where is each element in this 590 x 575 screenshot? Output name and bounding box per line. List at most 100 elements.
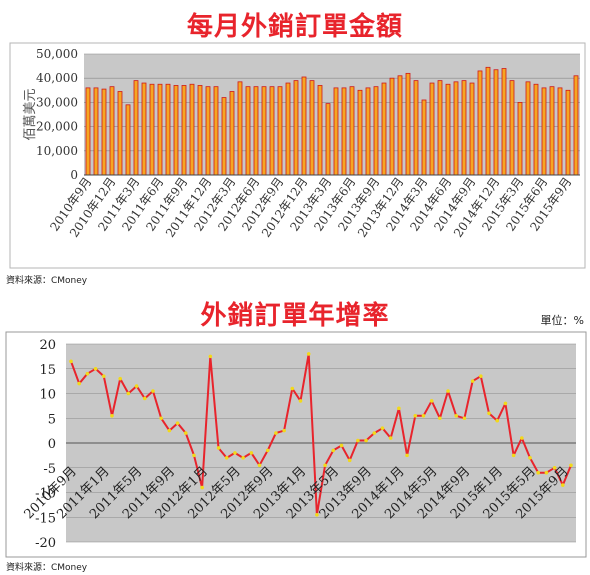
yoy-point-marker xyxy=(306,352,311,356)
top-chart-title: 每月外銷訂單金額 xyxy=(186,12,403,42)
bar xyxy=(533,83,539,176)
yoy-point-marker xyxy=(69,359,73,364)
yoy-point-marker xyxy=(495,418,500,423)
bar xyxy=(245,86,251,176)
bar xyxy=(397,75,403,176)
yoy-point-marker xyxy=(356,438,360,443)
bar xyxy=(341,87,347,176)
yoy-point-marker xyxy=(380,426,385,430)
bar xyxy=(293,80,299,176)
line-y-tick-label: 10 xyxy=(39,388,56,403)
bar xyxy=(317,85,323,176)
bar xyxy=(133,80,139,176)
yoy-point-marker xyxy=(216,446,221,450)
line-y-tick-label: -5 xyxy=(43,462,56,477)
yoy-point-marker xyxy=(487,411,491,416)
bar xyxy=(525,81,531,176)
yoy-point-marker xyxy=(331,448,336,453)
bar xyxy=(117,91,123,176)
yoy-point-marker xyxy=(151,389,155,393)
yoy-point-marker xyxy=(438,416,442,421)
yoy-point-marker xyxy=(569,463,573,468)
bar xyxy=(389,77,395,176)
yoy-point-marker xyxy=(405,453,409,458)
yoy-point-marker xyxy=(470,379,475,383)
bar xyxy=(541,87,547,176)
bar xyxy=(325,103,331,176)
bar xyxy=(517,102,523,176)
yoy-point-marker xyxy=(323,463,327,468)
bottom-chart-source: 資料來源：CMoney xyxy=(6,563,88,573)
yoy-point-marker xyxy=(446,389,450,393)
bar xyxy=(141,82,147,176)
yoy-point-marker xyxy=(282,428,286,433)
top-chart-source: 資料來源：CMoney xyxy=(6,276,88,286)
yoy-point-marker xyxy=(421,413,426,418)
line-y-tick-label: -10 xyxy=(35,487,56,502)
bar xyxy=(413,80,419,176)
bar xyxy=(405,72,411,176)
yoy-point-marker xyxy=(101,374,106,378)
yoy-point-marker xyxy=(503,401,508,406)
bar xyxy=(349,86,355,176)
bar xyxy=(573,75,579,176)
bar xyxy=(469,82,475,176)
yoy-point-marker xyxy=(183,431,188,435)
bar xyxy=(205,86,211,176)
yoy-point-marker xyxy=(372,431,377,435)
bar xyxy=(301,76,307,176)
yoy-point-marker xyxy=(208,354,213,359)
yoy-point-marker xyxy=(118,376,122,381)
bar xyxy=(165,83,171,176)
yoy-point-marker xyxy=(429,399,434,403)
bar-y-tick-label: 30,000 xyxy=(36,95,78,109)
export-orders-yoy-line-chart: 20151050-5-10-15-202010年9月2011年1月2011年5月… xyxy=(5,331,587,558)
bar xyxy=(477,70,483,176)
bar xyxy=(221,97,227,176)
bar xyxy=(253,86,259,176)
yoy-point-marker xyxy=(462,416,467,421)
bar xyxy=(381,82,387,176)
bar xyxy=(429,82,435,176)
bar xyxy=(549,86,555,176)
yoy-point-marker xyxy=(167,428,172,433)
bar-y-tick-label: 10,000 xyxy=(36,144,78,158)
bar xyxy=(189,83,195,176)
yoy-point-marker xyxy=(142,396,147,401)
line-y-tick-label: 20 xyxy=(39,338,56,353)
bar xyxy=(365,87,371,176)
yoy-point-marker xyxy=(224,456,229,460)
bar xyxy=(357,89,363,176)
yoy-point-marker xyxy=(110,413,114,418)
bar xyxy=(109,86,115,176)
yoy-point-marker xyxy=(265,448,270,453)
line-y-tick-label: -15 xyxy=(35,511,56,526)
yoy-point-marker xyxy=(200,485,204,490)
yoy-point-marker xyxy=(339,443,344,448)
yoy-point-marker xyxy=(298,399,303,403)
bar xyxy=(101,88,107,176)
bar xyxy=(437,80,443,176)
line-y-tick-label: 15 xyxy=(39,363,56,378)
yoy-point-marker xyxy=(192,453,196,458)
line-y-tick-label: -20 xyxy=(35,536,56,551)
bar xyxy=(557,87,563,176)
bar xyxy=(309,80,315,176)
yoy-point-marker xyxy=(479,374,483,378)
bar xyxy=(149,83,155,176)
yoy-point-marker xyxy=(364,438,368,443)
bar xyxy=(157,83,163,176)
bar xyxy=(421,99,427,176)
bar xyxy=(277,86,283,176)
yoy-point-marker xyxy=(561,483,565,487)
bar xyxy=(333,87,339,176)
bar-y-tick-label: 40,000 xyxy=(36,71,78,85)
yoy-point-marker xyxy=(93,366,98,371)
bar xyxy=(501,68,507,176)
bar xyxy=(197,85,203,176)
yoy-point-marker xyxy=(241,456,245,460)
bar xyxy=(93,87,99,176)
yoy-point-marker xyxy=(249,451,254,455)
yoy-point-marker xyxy=(388,436,393,440)
bar xyxy=(461,80,467,176)
